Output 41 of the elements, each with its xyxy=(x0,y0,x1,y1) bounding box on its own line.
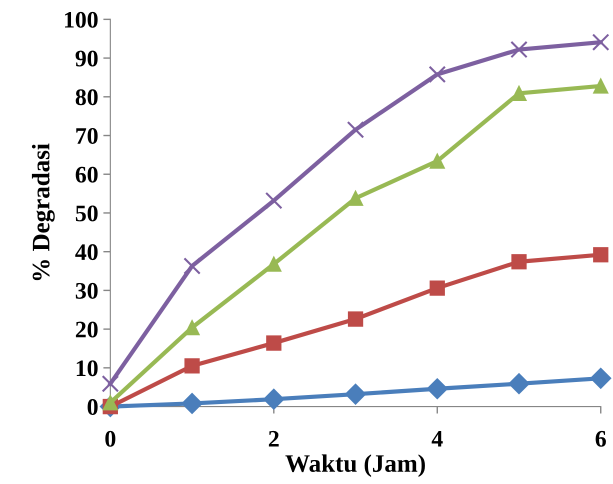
point xyxy=(102,375,120,392)
point xyxy=(508,373,530,394)
x-tick-label: 2 xyxy=(268,430,279,447)
point xyxy=(430,280,445,296)
x-tick-label: 0 xyxy=(105,430,116,447)
point xyxy=(266,256,282,272)
point xyxy=(428,66,446,84)
point xyxy=(590,368,612,389)
point xyxy=(426,378,448,400)
point xyxy=(511,254,527,270)
point xyxy=(345,384,366,405)
y-tick-label: 50 xyxy=(76,205,98,222)
y-tick-label: 0 xyxy=(88,399,98,415)
point xyxy=(510,40,528,58)
point xyxy=(266,335,282,351)
point xyxy=(183,257,201,275)
point xyxy=(346,121,364,138)
point xyxy=(430,153,445,169)
point xyxy=(263,388,284,410)
x-tick-label: 6 xyxy=(596,430,606,447)
y-tick-label: 100 xyxy=(65,12,98,28)
y-tick-label: 20 xyxy=(76,322,98,338)
point xyxy=(265,192,282,210)
point xyxy=(348,190,364,206)
y-tick-label: 80 xyxy=(76,89,98,106)
y-tick-label: 40 xyxy=(75,244,98,260)
point xyxy=(593,78,608,94)
y-tick-label: 30 xyxy=(76,282,98,299)
x-axis-title: Waktu (Jam) xyxy=(285,454,425,478)
point xyxy=(593,247,608,262)
y-tick-label: 60 xyxy=(76,166,98,183)
x-tick-label: 4 xyxy=(432,431,443,447)
y-axis-title: % Degradasi xyxy=(32,144,55,280)
point xyxy=(182,392,203,414)
point xyxy=(592,34,610,51)
point xyxy=(348,311,364,327)
y-tick-label: 90 xyxy=(76,50,98,67)
point xyxy=(184,358,200,374)
point xyxy=(511,86,527,101)
y-tick-label: 70 xyxy=(76,128,98,144)
y-tick-label: 10 xyxy=(76,360,98,376)
